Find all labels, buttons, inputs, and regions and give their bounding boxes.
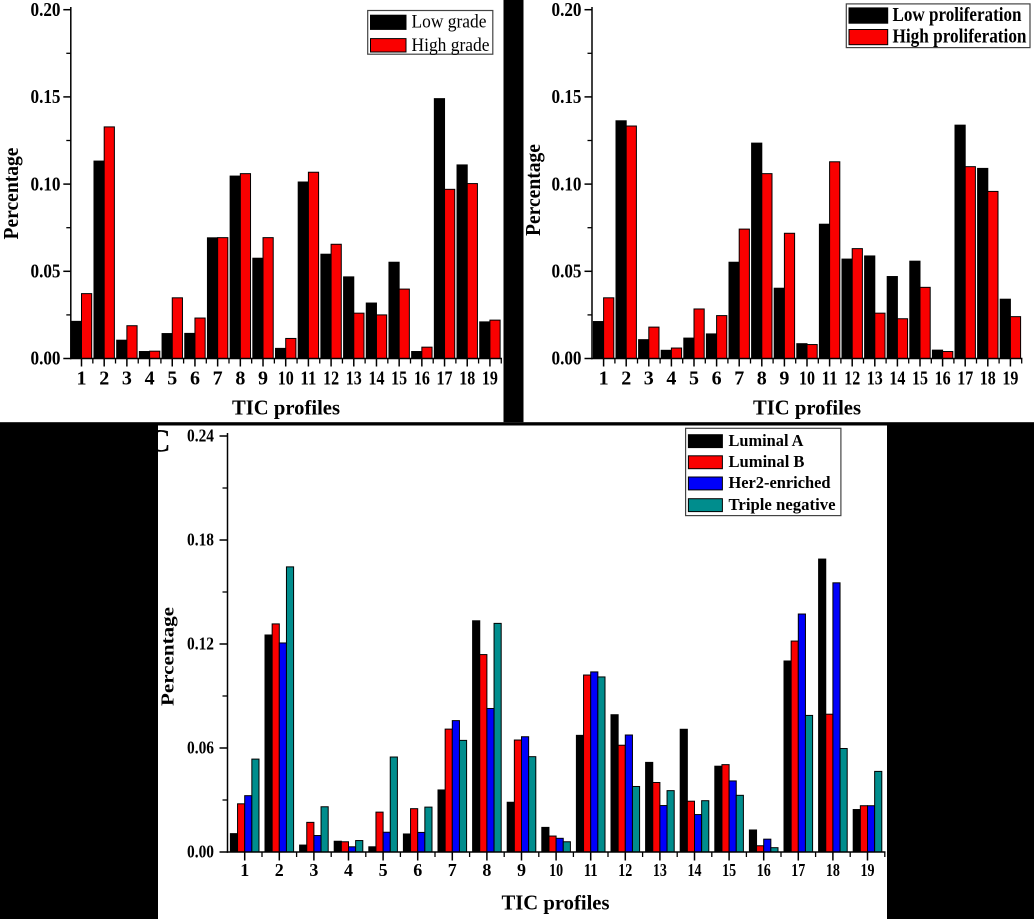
- svg-text:2: 2: [99, 368, 109, 390]
- svg-text:0.05: 0.05: [552, 261, 582, 283]
- svg-text:16: 16: [935, 368, 951, 390]
- svg-text:0.10: 0.10: [552, 173, 582, 195]
- svg-text:0.00: 0.00: [552, 348, 582, 370]
- svg-text:4: 4: [666, 368, 676, 390]
- svg-text:Percentage: Percentage: [521, 144, 545, 236]
- svg-text:Triple negative: Triple negative: [729, 495, 836, 514]
- svg-text:6: 6: [413, 860, 422, 880]
- svg-text:0.12: 0.12: [187, 634, 214, 654]
- svg-text:0.20: 0.20: [31, 0, 61, 21]
- svg-text:0.05: 0.05: [31, 261, 61, 283]
- svg-text:Her2-enriched: Her2-enriched: [729, 473, 832, 492]
- svg-text:0.18: 0.18: [187, 530, 214, 550]
- svg-text:14: 14: [368, 368, 384, 390]
- svg-text:17: 17: [957, 368, 973, 390]
- svg-text:17: 17: [437, 368, 453, 390]
- svg-text:10: 10: [799, 368, 815, 390]
- svg-text:5: 5: [167, 368, 177, 390]
- svg-text:2: 2: [275, 860, 284, 880]
- svg-text:15: 15: [722, 860, 736, 880]
- svg-text:5: 5: [689, 368, 699, 390]
- svg-text:10: 10: [278, 368, 294, 390]
- svg-text:0.24: 0.24: [187, 426, 214, 446]
- svg-text:14: 14: [889, 368, 905, 390]
- svg-text:5: 5: [379, 860, 388, 880]
- svg-text:0.06: 0.06: [187, 738, 214, 758]
- svg-text:10: 10: [549, 860, 563, 880]
- svg-text:7: 7: [448, 860, 457, 880]
- svg-text:Low proliferation: Low proliferation: [893, 4, 1022, 26]
- svg-text:Luminal A: Luminal A: [729, 431, 805, 450]
- svg-text:1: 1: [240, 860, 249, 880]
- svg-text:8: 8: [757, 368, 767, 390]
- svg-text:11: 11: [300, 368, 316, 390]
- svg-text:15: 15: [391, 368, 407, 390]
- svg-text:0.00: 0.00: [187, 842, 214, 862]
- svg-text:18: 18: [826, 860, 840, 880]
- svg-text:18: 18: [459, 368, 475, 390]
- svg-text:Luminal B: Luminal B: [729, 452, 805, 471]
- svg-text:12: 12: [618, 860, 632, 880]
- svg-text:16: 16: [757, 860, 771, 880]
- svg-text:0.10: 0.10: [31, 173, 61, 195]
- svg-text:High proliferation: High proliferation: [893, 25, 1027, 47]
- svg-text:7: 7: [734, 368, 744, 390]
- svg-text:Low grade: Low grade: [412, 11, 487, 32]
- svg-text:8: 8: [235, 368, 245, 390]
- svg-text:High grade: High grade: [412, 35, 490, 56]
- svg-text:11: 11: [584, 860, 598, 880]
- svg-text:TIC profiles: TIC profiles: [232, 396, 340, 420]
- svg-text:9: 9: [779, 368, 789, 390]
- svg-text:18: 18: [980, 368, 996, 390]
- svg-text:13: 13: [653, 860, 667, 880]
- svg-text:12: 12: [323, 368, 339, 390]
- svg-text:19: 19: [1002, 368, 1018, 390]
- svg-text:Percentage: Percentage: [0, 148, 23, 240]
- svg-text:19: 19: [482, 368, 498, 390]
- svg-text:3: 3: [122, 368, 132, 390]
- svg-text:1: 1: [77, 368, 87, 390]
- svg-text:9: 9: [258, 368, 268, 390]
- svg-text:0.15: 0.15: [552, 86, 582, 108]
- svg-text:3: 3: [644, 368, 654, 390]
- svg-text:2: 2: [621, 368, 631, 390]
- svg-text:15: 15: [912, 368, 928, 390]
- svg-text:13: 13: [867, 368, 883, 390]
- svg-text:17: 17: [791, 860, 805, 880]
- svg-text:3: 3: [309, 860, 318, 880]
- svg-text:C: C: [147, 424, 171, 460]
- svg-text:0.00: 0.00: [31, 348, 61, 370]
- svg-text:Percentage: Percentage: [158, 607, 178, 706]
- svg-text:16: 16: [414, 368, 430, 390]
- svg-text:14: 14: [688, 860, 702, 880]
- svg-text:TIC profiles: TIC profiles: [502, 891, 610, 915]
- svg-text:TIC profiles: TIC profiles: [753, 396, 861, 420]
- svg-text:0.15: 0.15: [31, 86, 61, 108]
- svg-text:4: 4: [344, 860, 353, 880]
- svg-text:13: 13: [346, 368, 362, 390]
- svg-text:0.20: 0.20: [552, 0, 582, 21]
- svg-text:4: 4: [145, 368, 155, 390]
- svg-text:19: 19: [861, 860, 875, 880]
- svg-text:6: 6: [712, 368, 722, 390]
- svg-text:6: 6: [190, 368, 200, 390]
- svg-text:1: 1: [599, 368, 609, 390]
- svg-text:7: 7: [213, 368, 223, 390]
- svg-text:11: 11: [822, 368, 838, 390]
- svg-text:12: 12: [844, 368, 860, 390]
- svg-text:8: 8: [482, 860, 491, 880]
- svg-text:9: 9: [517, 860, 526, 880]
